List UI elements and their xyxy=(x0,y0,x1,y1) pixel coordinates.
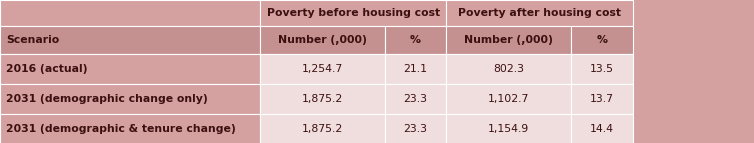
Bar xyxy=(571,54,633,84)
Bar xyxy=(446,114,571,143)
Bar xyxy=(446,0,633,26)
Text: 14.4: 14.4 xyxy=(590,124,614,134)
Bar xyxy=(571,26,633,54)
Text: 1,254.7: 1,254.7 xyxy=(302,64,343,74)
Bar xyxy=(0,0,260,26)
Text: 1,102.7: 1,102.7 xyxy=(488,94,529,104)
Text: 2031 (demographic & tenure change): 2031 (demographic & tenure change) xyxy=(6,124,236,134)
Bar xyxy=(260,54,385,84)
Text: 1,154.9: 1,154.9 xyxy=(488,124,529,134)
Text: %: % xyxy=(596,35,607,45)
Bar xyxy=(260,84,385,114)
Text: 23.3: 23.3 xyxy=(403,94,428,104)
Text: 2031 (demographic change only): 2031 (demographic change only) xyxy=(6,94,208,104)
Text: %: % xyxy=(410,35,421,45)
Text: Number (,000): Number (,000) xyxy=(278,35,366,45)
Bar xyxy=(571,114,633,143)
Text: 1,875.2: 1,875.2 xyxy=(302,124,343,134)
Bar xyxy=(385,26,446,54)
Bar xyxy=(0,84,260,114)
Text: 1,875.2: 1,875.2 xyxy=(302,94,343,104)
Text: Poverty before housing cost: Poverty before housing cost xyxy=(267,8,440,18)
Bar xyxy=(385,54,446,84)
Text: Number (,000): Number (,000) xyxy=(464,35,553,45)
Bar xyxy=(0,26,260,54)
Bar xyxy=(385,84,446,114)
Text: 13.5: 13.5 xyxy=(590,64,614,74)
Text: 802.3: 802.3 xyxy=(493,64,524,74)
Text: Scenario: Scenario xyxy=(6,35,60,45)
Bar xyxy=(446,26,571,54)
Text: 21.1: 21.1 xyxy=(403,64,428,74)
Text: 2016 (actual): 2016 (actual) xyxy=(6,64,87,74)
Bar xyxy=(571,84,633,114)
Bar xyxy=(446,84,571,114)
Bar xyxy=(385,114,446,143)
Text: Poverty after housing cost: Poverty after housing cost xyxy=(458,8,621,18)
Bar xyxy=(260,114,385,143)
Bar xyxy=(0,114,260,143)
Bar xyxy=(260,26,385,54)
Bar xyxy=(0,54,260,84)
Bar xyxy=(446,54,571,84)
Text: 13.7: 13.7 xyxy=(590,94,614,104)
Text: 23.3: 23.3 xyxy=(403,124,428,134)
Bar xyxy=(260,0,446,26)
